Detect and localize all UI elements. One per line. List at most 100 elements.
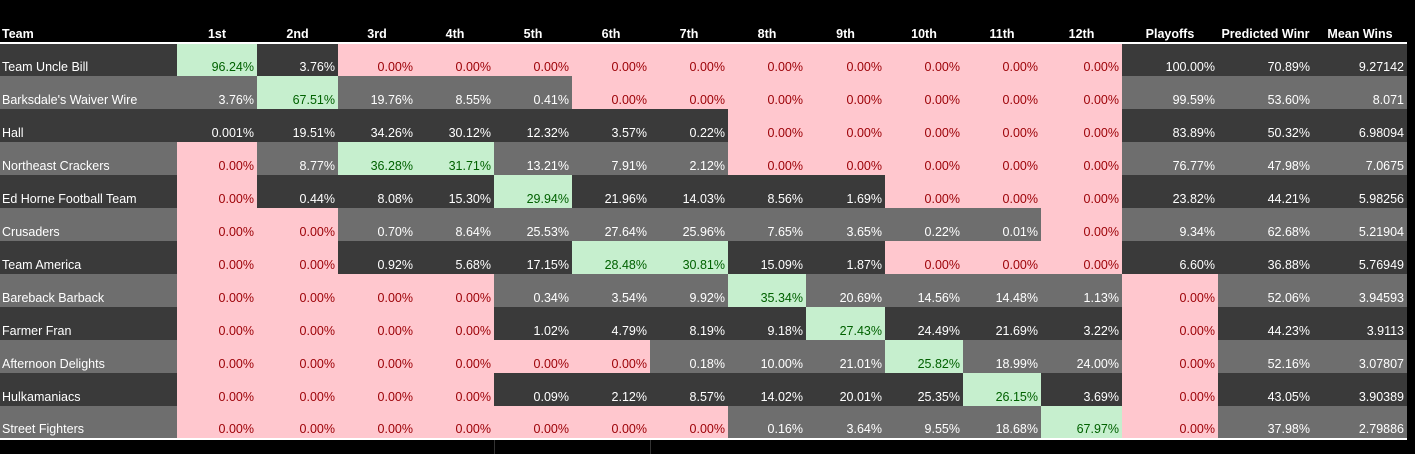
- value-cell[interactable]: 0.00%: [806, 43, 885, 76]
- value-cell[interactable]: 31.71%: [416, 142, 494, 175]
- value-cell[interactable]: 0.09%: [494, 373, 572, 406]
- value-cell[interactable]: 13.21%: [494, 142, 572, 175]
- column-header[interactable]: 3rd: [338, 25, 416, 43]
- value-cell[interactable]: 47.98%: [1218, 142, 1313, 175]
- value-cell[interactable]: 0.44%: [257, 175, 338, 208]
- value-cell[interactable]: 1.02%: [494, 307, 572, 340]
- value-cell[interactable]: 0.00%: [885, 241, 963, 274]
- value-cell[interactable]: 10.00%: [728, 340, 806, 373]
- value-cell[interactable]: 0.00%: [728, 109, 806, 142]
- value-cell[interactable]: 0.00%: [416, 307, 494, 340]
- team-name-cell[interactable]: Team America: [0, 241, 177, 274]
- team-name-cell[interactable]: Ed Horne Football Team: [0, 175, 177, 208]
- value-cell[interactable]: 7.91%: [572, 142, 650, 175]
- team-name-cell[interactable]: Northeast Crackers: [0, 142, 177, 175]
- value-cell[interactable]: 0.00%: [177, 274, 257, 307]
- value-cell[interactable]: 3.76%: [257, 43, 338, 76]
- value-cell[interactable]: 3.54%: [572, 274, 650, 307]
- value-cell[interactable]: 0.00%: [1041, 208, 1122, 241]
- value-cell[interactable]: 44.23%: [1218, 307, 1313, 340]
- value-cell[interactable]: 76.77%: [1122, 142, 1218, 175]
- value-cell[interactable]: 34.26%: [338, 109, 416, 142]
- value-cell[interactable]: 25.96%: [650, 208, 728, 241]
- value-cell[interactable]: 0.00%: [1041, 109, 1122, 142]
- value-cell[interactable]: 0.00%: [338, 307, 416, 340]
- value-cell[interactable]: 0.00%: [1122, 307, 1218, 340]
- value-cell[interactable]: 14.48%: [963, 274, 1041, 307]
- value-cell[interactable]: 0.00%: [885, 76, 963, 109]
- value-cell[interactable]: 67.97%: [1041, 406, 1122, 439]
- value-cell[interactable]: 0.22%: [885, 208, 963, 241]
- value-cell[interactable]: 0.00%: [338, 373, 416, 406]
- value-cell[interactable]: 0.00%: [806, 76, 885, 109]
- value-cell[interactable]: 14.02%: [728, 373, 806, 406]
- value-cell[interactable]: 83.89%: [1122, 109, 1218, 142]
- value-cell[interactable]: 0.22%: [650, 109, 728, 142]
- value-cell[interactable]: 18.99%: [963, 340, 1041, 373]
- value-cell[interactable]: 96.24%: [177, 43, 257, 76]
- value-cell[interactable]: 3.69%: [1041, 373, 1122, 406]
- value-cell[interactable]: 9.27142: [1313, 43, 1407, 76]
- value-cell[interactable]: 0.00%: [650, 43, 728, 76]
- value-cell[interactable]: 70.89%: [1218, 43, 1313, 76]
- value-cell[interactable]: 0.00%: [257, 241, 338, 274]
- value-cell[interactable]: 0.00%: [416, 373, 494, 406]
- value-cell[interactable]: 53.60%: [1218, 76, 1313, 109]
- value-cell[interactable]: 8.08%: [338, 175, 416, 208]
- column-header[interactable]: 9th: [806, 25, 885, 43]
- value-cell[interactable]: 0.00%: [416, 406, 494, 439]
- value-cell[interactable]: 0.00%: [257, 307, 338, 340]
- value-cell[interactable]: 20.69%: [806, 274, 885, 307]
- value-cell[interactable]: 0.00%: [338, 340, 416, 373]
- value-cell[interactable]: 0.00%: [257, 274, 338, 307]
- value-cell[interactable]: 0.70%: [338, 208, 416, 241]
- team-name-cell[interactable]: Hulkamaniacs: [0, 373, 177, 406]
- value-cell[interactable]: 27.64%: [572, 208, 650, 241]
- value-cell[interactable]: 0.00%: [728, 76, 806, 109]
- value-cell[interactable]: 0.00%: [1041, 175, 1122, 208]
- value-cell[interactable]: 0.00%: [572, 43, 650, 76]
- value-cell[interactable]: 50.32%: [1218, 109, 1313, 142]
- value-cell[interactable]: 25.35%: [885, 373, 963, 406]
- team-name-cell[interactable]: Crusaders: [0, 208, 177, 241]
- value-cell[interactable]: 0.00%: [1041, 76, 1122, 109]
- value-cell[interactable]: 24.49%: [885, 307, 963, 340]
- column-header[interactable]: 8th: [728, 25, 806, 43]
- value-cell[interactable]: 0.00%: [177, 241, 257, 274]
- team-name-cell[interactable]: Street Fighters: [0, 406, 177, 439]
- value-cell[interactable]: 14.03%: [650, 175, 728, 208]
- column-header[interactable]: Mean Wins: [1313, 25, 1407, 43]
- value-cell[interactable]: 8.77%: [257, 142, 338, 175]
- value-cell[interactable]: 8.56%: [728, 175, 806, 208]
- value-cell[interactable]: 0.00%: [572, 76, 650, 109]
- value-cell[interactable]: 36.88%: [1218, 241, 1313, 274]
- value-cell[interactable]: 5.21904: [1313, 208, 1407, 241]
- value-cell[interactable]: 6.60%: [1122, 241, 1218, 274]
- value-cell[interactable]: 0.00%: [1122, 274, 1218, 307]
- column-header[interactable]: 5th: [494, 25, 572, 43]
- value-cell[interactable]: 25.53%: [494, 208, 572, 241]
- value-cell[interactable]: 9.18%: [728, 307, 806, 340]
- value-cell[interactable]: 17.15%: [494, 241, 572, 274]
- value-cell[interactable]: 0.00%: [885, 142, 963, 175]
- value-cell[interactable]: 0.00%: [885, 43, 963, 76]
- value-cell[interactable]: 0.00%: [416, 340, 494, 373]
- value-cell[interactable]: 0.00%: [806, 142, 885, 175]
- value-cell[interactable]: 0.01%: [963, 208, 1041, 241]
- value-cell[interactable]: 28.48%: [572, 241, 650, 274]
- value-cell[interactable]: 0.00%: [177, 175, 257, 208]
- value-cell[interactable]: 4.79%: [572, 307, 650, 340]
- column-header[interactable]: 1st: [177, 25, 257, 43]
- value-cell[interactable]: 0.00%: [963, 241, 1041, 274]
- value-cell[interactable]: 30.12%: [416, 109, 494, 142]
- value-cell[interactable]: 0.00%: [494, 340, 572, 373]
- value-cell[interactable]: 0.00%: [1122, 406, 1218, 439]
- value-cell[interactable]: 37.98%: [1218, 406, 1313, 439]
- value-cell[interactable]: 0.00%: [728, 142, 806, 175]
- value-cell[interactable]: 0.00%: [338, 43, 416, 76]
- value-cell[interactable]: 14.56%: [885, 274, 963, 307]
- value-cell[interactable]: 44.21%: [1218, 175, 1313, 208]
- value-cell[interactable]: 52.16%: [1218, 340, 1313, 373]
- value-cell[interactable]: 0.00%: [257, 406, 338, 439]
- team-name-cell[interactable]: Afternoon Delights: [0, 340, 177, 373]
